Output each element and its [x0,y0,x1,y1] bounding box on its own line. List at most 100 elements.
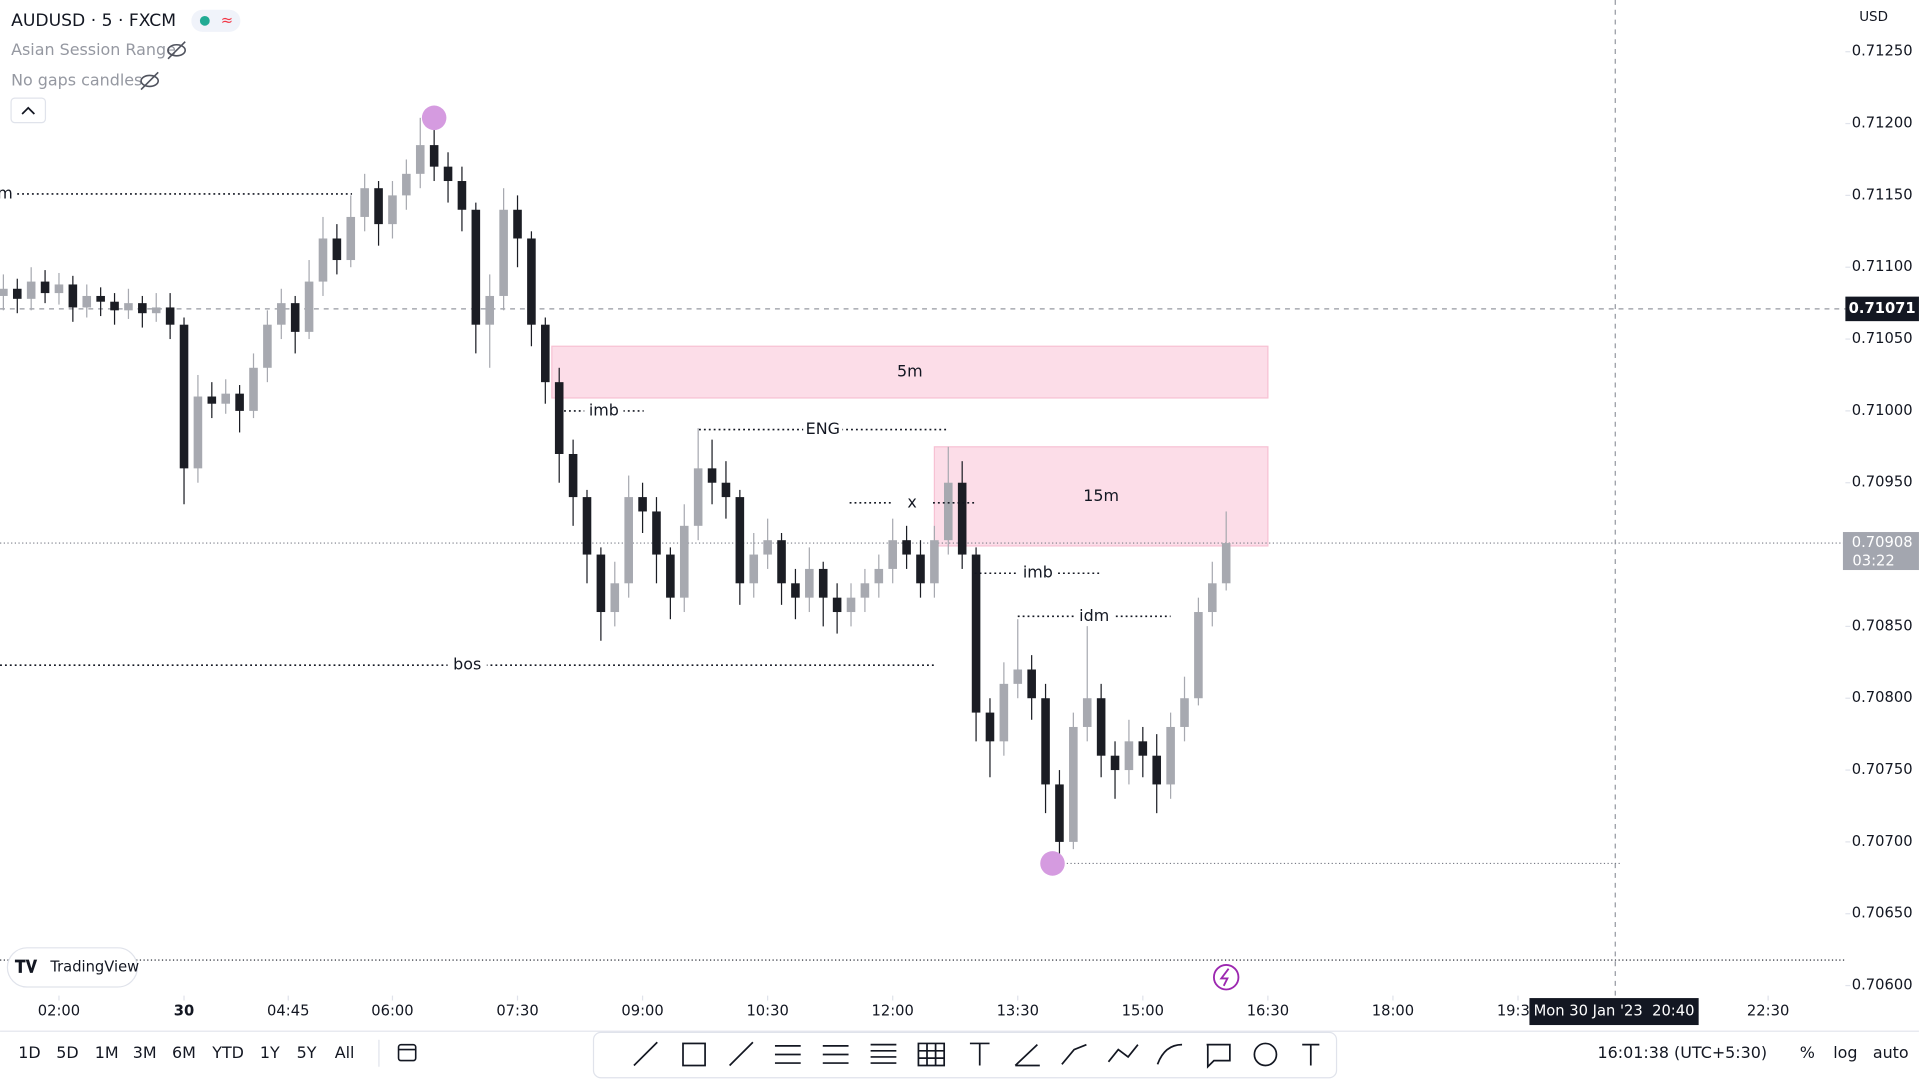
timeframe-button[interactable]: 1M [95,1043,119,1062]
hidden-eye-icon[interactable] [140,71,160,91]
parallel-channel-tool[interactable] [870,1043,897,1064]
percent-toggle[interactable]: % [1800,1043,1815,1062]
y-tick-label: 0.70850 [1852,617,1913,634]
timeframe-button[interactable]: 1D [18,1043,40,1062]
candle-body [596,554,606,613]
candle-body [721,482,731,498]
candle-body [943,482,953,541]
x-tick-label: 19:30 [1497,1003,1539,1020]
candle-body [1138,741,1148,756]
level-label: bos [453,655,481,674]
candle-body [568,453,578,498]
zone-label: 5m [897,362,923,381]
x-tick-label: 09:00 [621,1003,663,1020]
level-label-bg [892,493,932,513]
timeframe-button[interactable]: 1Y [260,1043,280,1062]
brush-tool[interactable] [1014,1044,1040,1067]
brand-badge[interactable] [6,947,138,988]
y-tick-label: 0.71100 [1852,258,1913,275]
candle-body [582,497,592,555]
y-tick-label: 0.71050 [1852,330,1913,347]
y-tick-label: 0.70650 [1852,905,1913,922]
crosshair-price-label: 0.71071 [1849,300,1916,317]
candle-body [1013,669,1023,684]
candle-body [151,307,161,314]
plot: 5m 15m m bos ENG imb x imb idm [0,0,1851,1001]
text-tool[interactable] [969,1042,990,1066]
measure-tool[interactable] [1302,1043,1320,1066]
level-label: imb [1023,563,1053,582]
y-tick-label: 0.71000 [1852,402,1913,419]
callout-tool[interactable] [1206,1043,1231,1069]
collapse-button[interactable] [10,97,47,124]
fib-tool[interactable] [774,1045,801,1064]
candle-body [138,303,147,314]
candle-body [1194,612,1203,699]
x-tick-label: 12:00 [872,1003,914,1020]
level-label-bg [584,401,624,421]
timeframe-button[interactable]: 5D [56,1043,78,1062]
x-tick-label: 18:00 [1372,1003,1414,1020]
indicator-name[interactable]: Asian Session Range [11,40,176,59]
candle-body [290,303,300,332]
candle-body [485,295,495,325]
icon-tool[interactable] [1253,1042,1278,1067]
candle-body [693,468,703,526]
timeframe-button[interactable]: All [335,1043,355,1062]
candle-body [221,393,231,404]
x-tick-label: 06:00 [371,1003,413,1020]
rectangle-tool[interactable] [682,1042,706,1067]
currency-button[interactable]: USD [1859,9,1888,25]
timeframe-button[interactable]: 6M [172,1043,196,1062]
events-icon[interactable] [1213,964,1240,991]
log-toggle[interactable]: log [1833,1043,1857,1062]
y-tick-label: 0.70750 [1852,761,1913,778]
trend-line-tool[interactable] [633,1041,658,1067]
candle-body [777,540,786,584]
brand-logo: 𝐓𝐕 [15,957,38,977]
candle-body [277,303,286,325]
candle-body [457,181,467,210]
candle-body [124,303,133,311]
candle-body [513,209,522,239]
candle-body [263,324,272,368]
pattern-tool[interactable] [1107,1044,1139,1063]
timeframe-button[interactable]: YTD [211,1043,244,1062]
curve-tool[interactable] [1156,1043,1183,1065]
path-tool[interactable] [1061,1043,1087,1065]
candle-body [402,173,411,196]
candle-body [749,554,759,584]
calendar-icon[interactable] [397,1043,417,1062]
y-tick-label: 0.71150 [1852,186,1913,203]
candle-body [179,324,189,469]
candle-body [888,540,897,569]
candle-body [874,568,884,584]
x-tick-label: 07:30 [496,1003,538,1020]
timeframe-button[interactable]: 3M [133,1043,157,1062]
candle-body [332,238,342,261]
crosshair-price-tag [1845,296,1919,322]
candle-body [96,295,105,302]
hidden-eye-icon[interactable] [167,41,186,60]
current-price-label: 0.70908 [1852,534,1913,551]
x-tick-label: 30 [174,1003,194,1020]
candle-body [1152,755,1162,785]
fib-channel-tool[interactable] [822,1045,849,1064]
candle-body [12,288,22,299]
auto-toggle[interactable]: auto [1873,1043,1909,1062]
candle-body [957,482,967,555]
y-tick-label: 0.70600 [1852,977,1913,994]
candle-body [902,540,911,555]
candle-body [666,554,675,598]
arrow-tool[interactable] [728,1041,754,1067]
timeframe-button[interactable]: 5Y [297,1043,317,1062]
delay-icon: ≈ [221,12,233,29]
candle-body [679,525,689,598]
candle-body [930,540,939,584]
candle-body [165,307,175,325]
grid-tool[interactable] [917,1042,946,1067]
candle-body [1110,755,1120,771]
indicator-name[interactable]: No gaps candles [11,70,142,89]
symbol-title: AUDUSD · 5 · FXCM [11,11,176,31]
